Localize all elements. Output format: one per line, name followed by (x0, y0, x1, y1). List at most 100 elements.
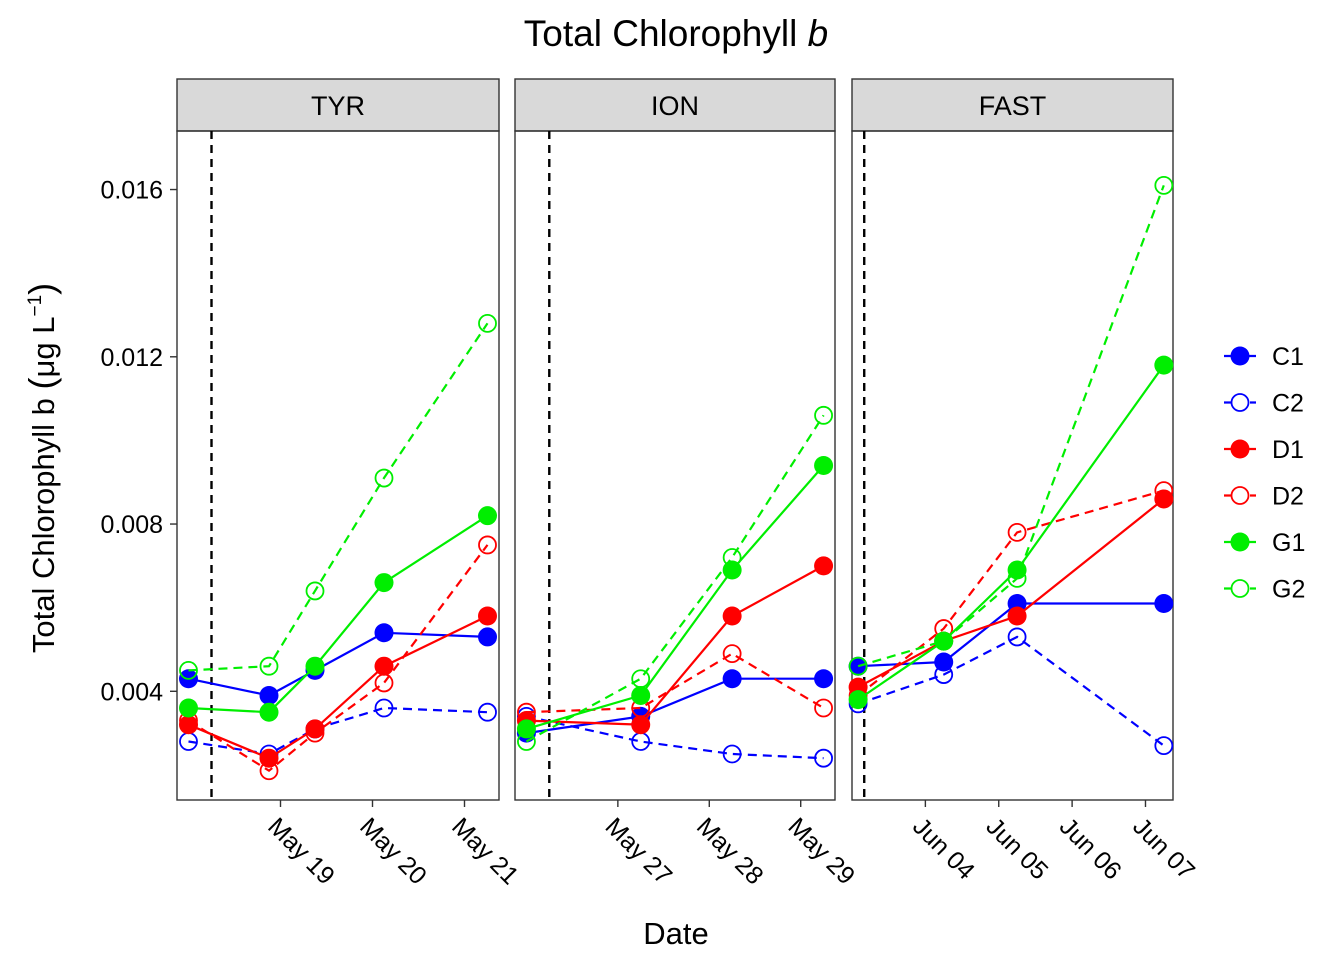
legend-label: C2 (1272, 390, 1304, 418)
legend-label: D2 (1272, 483, 1304, 511)
data-point (374, 673, 394, 693)
legend-label: G1 (1272, 529, 1305, 557)
data-point (478, 506, 497, 526)
series-g2 (848, 175, 1174, 676)
y-tick-label: 0.008 (100, 511, 163, 539)
data-point (722, 548, 742, 567)
x-tick-label: May 28 (691, 812, 769, 890)
x-tick-label: Jun 06 (1054, 812, 1127, 885)
data-point (722, 644, 742, 664)
data-point (179, 732, 198, 751)
data-point (1154, 481, 1174, 500)
data-point (814, 748, 833, 768)
data-point (1007, 523, 1027, 542)
data-point (631, 732, 651, 751)
data-point (631, 685, 651, 705)
data-point (1007, 627, 1027, 647)
series-d2 (848, 481, 1174, 705)
data-point (374, 623, 394, 643)
panel-border (514, 130, 836, 801)
x-axis-label: Date (643, 916, 708, 951)
data-point (179, 698, 198, 718)
data-point (179, 660, 198, 680)
data-point (305, 656, 325, 676)
x-tick-label: May 27 (600, 812, 678, 890)
legend-label: G2 (1272, 576, 1305, 604)
series-c2 (848, 627, 1174, 756)
data-point (934, 631, 954, 651)
data-point (478, 606, 497, 626)
data-point (848, 656, 868, 676)
series-line (857, 364, 1165, 701)
data-point (478, 627, 497, 647)
data-point (305, 581, 325, 601)
series-line (187, 544, 489, 773)
data-point (305, 723, 325, 743)
data-point (722, 606, 742, 626)
panel-border (176, 130, 500, 801)
data-point (722, 744, 742, 764)
series-line (526, 464, 825, 730)
data-point (478, 535, 497, 555)
series-g1 (516, 456, 834, 739)
data-point (848, 690, 868, 710)
legend-item-d2: D2 (1224, 483, 1304, 511)
y-axis: 0.004 0.008 0.012 0.016 (100, 177, 177, 706)
y-tick-label: 0.004 (100, 678, 163, 706)
data-point (179, 715, 198, 735)
series-g2 (517, 405, 833, 751)
y-tick-label: 0.012 (100, 344, 163, 372)
data-point (305, 719, 325, 739)
data-point (374, 698, 394, 718)
series-line (188, 631, 488, 697)
legend-marker (1230, 439, 1250, 459)
legend-item-g1: G1 (1224, 529, 1305, 557)
data-point (814, 456, 834, 475)
data-point (259, 702, 279, 722)
data-point (517, 702, 536, 722)
series-line (526, 677, 824, 735)
legend-label: C1 (1272, 343, 1304, 371)
series-g1 (848, 355, 1174, 710)
data-point (631, 715, 651, 735)
series-line (857, 498, 1165, 689)
series-line (188, 706, 488, 756)
legend-marker (1230, 486, 1250, 505)
series-line (857, 489, 1165, 697)
data-point (1154, 593, 1174, 613)
data-point (1154, 175, 1174, 195)
facet-strip-label: FAST (979, 91, 1047, 121)
data-point (374, 573, 394, 593)
data-point (934, 665, 954, 684)
data-point (814, 669, 834, 689)
facet-strip (514, 78, 836, 132)
legend-item-g2: G2 (1224, 576, 1305, 604)
x-tick-label: Jun 07 (1127, 812, 1200, 885)
data-point (259, 685, 279, 705)
x-tick-label: Jun 05 (981, 812, 1054, 885)
series-line (526, 564, 825, 726)
series-d1 (516, 556, 834, 735)
x-tick-label: Jun 04 (907, 812, 980, 885)
series-line (188, 514, 489, 714)
legend-marker (1230, 532, 1250, 552)
data-point (374, 656, 394, 676)
data-point (814, 698, 833, 718)
series-line (857, 635, 1165, 747)
data-point (374, 468, 394, 488)
series-line (526, 715, 824, 760)
data-point (1007, 606, 1027, 626)
legend-marker (1230, 393, 1250, 412)
data-point (259, 656, 279, 676)
x-tick-label: May 19 (262, 812, 340, 890)
series-c1 (516, 669, 834, 743)
series-d1 (179, 606, 497, 768)
panel-border (851, 130, 1174, 801)
data-point (478, 313, 497, 333)
panel-ion: ION May 27 May 28 May 29 (514, 78, 860, 890)
series-line (526, 652, 825, 714)
data-point (1007, 568, 1027, 588)
data-point (478, 702, 497, 722)
chart-title: Total Chlorophyll b (524, 13, 828, 54)
